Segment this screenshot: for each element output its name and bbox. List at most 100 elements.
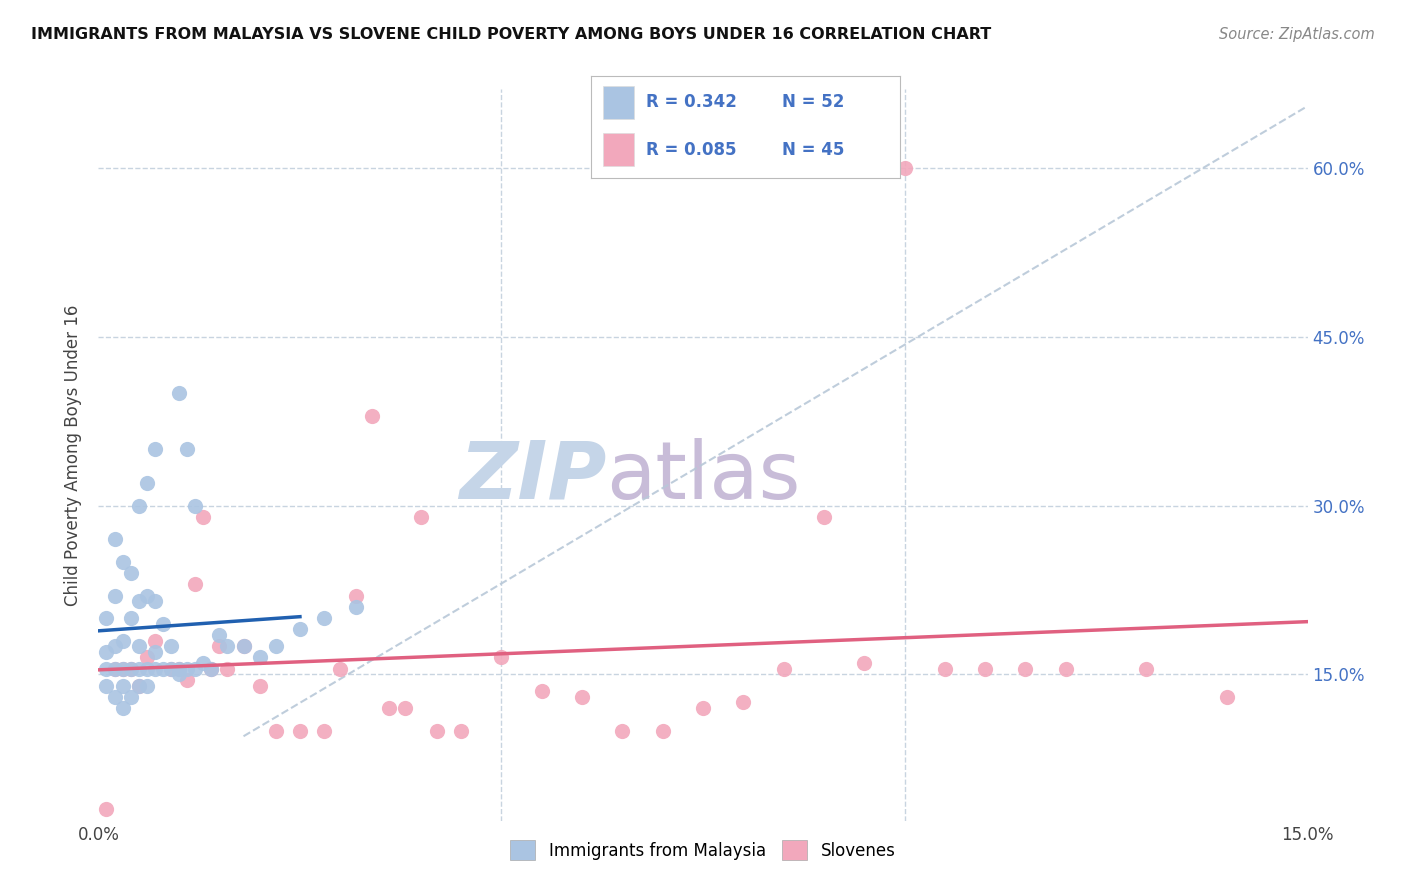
Point (135, 476, 157, 491)
Point (200, 662, 222, 676)
Point (167, 386, 190, 401)
Point (344, 599, 367, 614)
Point (111, 701, 134, 715)
Point (103, 690, 125, 704)
Point (394, 701, 416, 715)
Point (692, 701, 714, 715)
Point (111, 662, 134, 676)
Point (111, 555, 134, 569)
Point (232, 639, 254, 653)
Point (143, 645, 166, 659)
Point (208, 628, 231, 642)
Point (120, 566, 142, 580)
Point (103, 662, 125, 676)
Point (120, 690, 142, 704)
Point (813, 509, 835, 524)
Point (217, 639, 239, 653)
Text: R = 0.342: R = 0.342 (647, 94, 737, 112)
Point (651, 723, 673, 738)
Point (893, 161, 915, 175)
Text: IMMIGRANTS FROM MALAYSIA VS SLOVENE CHILD POVERTY AMONG BOYS UNDER 16 CORRELATIO: IMMIGRANTS FROM MALAYSIA VS SLOVENE CHIL… (31, 27, 991, 42)
Point (128, 499, 150, 513)
Point (329, 662, 352, 676)
Point (167, 662, 190, 676)
Point (120, 662, 142, 676)
Point (853, 656, 876, 670)
Point (934, 662, 956, 676)
Point (772, 662, 794, 676)
Point (288, 723, 311, 738)
Bar (603, 87, 634, 119)
Point (128, 594, 150, 608)
Y-axis label: Child Poverty Among Boys Under 16: Child Poverty Among Boys Under 16 (65, 304, 83, 606)
Point (143, 662, 166, 676)
Legend: Immigrants from Malaysia, Slovenes: Immigrants from Malaysia, Slovenes (503, 833, 903, 867)
Point (409, 509, 432, 524)
Point (288, 623, 311, 637)
Point (1054, 662, 1077, 676)
Point (128, 679, 150, 693)
Point (128, 662, 150, 676)
Text: R = 0.085: R = 0.085 (647, 141, 737, 159)
Point (160, 639, 183, 653)
Point (344, 589, 367, 603)
Text: atlas: atlas (606, 438, 800, 516)
Point (96, 662, 118, 676)
Point (143, 633, 166, 648)
Point (128, 639, 150, 653)
Point (208, 639, 231, 653)
Text: N = 45: N = 45 (782, 141, 845, 159)
Point (200, 662, 222, 676)
Point (1135, 662, 1157, 676)
Point (176, 673, 198, 687)
Point (264, 639, 287, 653)
Point (103, 662, 125, 676)
Point (184, 577, 207, 591)
Point (176, 662, 198, 676)
Point (152, 616, 174, 631)
Point (167, 667, 190, 681)
Point (377, 701, 399, 715)
Point (111, 662, 134, 676)
Point (184, 499, 207, 513)
Point (217, 662, 239, 676)
Point (103, 639, 125, 653)
Point (232, 639, 254, 653)
Point (135, 662, 157, 676)
Point (160, 662, 183, 676)
Point (361, 409, 384, 423)
Point (1014, 662, 1036, 676)
Point (176, 442, 198, 457)
Point (450, 723, 472, 738)
Point (249, 679, 271, 693)
Point (143, 594, 166, 608)
Point (135, 589, 157, 603)
Point (733, 696, 755, 710)
Point (491, 650, 513, 665)
Point (184, 662, 207, 676)
Point (571, 690, 593, 704)
Point (120, 611, 142, 625)
Point (111, 633, 134, 648)
Point (120, 662, 142, 676)
Point (128, 679, 150, 693)
Point (1216, 690, 1239, 704)
Point (111, 679, 134, 693)
Point (167, 662, 190, 676)
Point (314, 723, 336, 738)
Text: N = 52: N = 52 (782, 94, 845, 112)
Point (193, 509, 215, 524)
Point (264, 723, 287, 738)
Point (135, 679, 157, 693)
Point (974, 662, 997, 676)
Point (96, 611, 118, 625)
Point (530, 684, 553, 698)
Point (249, 650, 271, 665)
Bar (603, 133, 634, 166)
Point (152, 662, 174, 676)
Point (135, 650, 157, 665)
Point (612, 723, 634, 738)
Point (96, 679, 118, 693)
Point (103, 533, 125, 547)
Point (314, 611, 336, 625)
